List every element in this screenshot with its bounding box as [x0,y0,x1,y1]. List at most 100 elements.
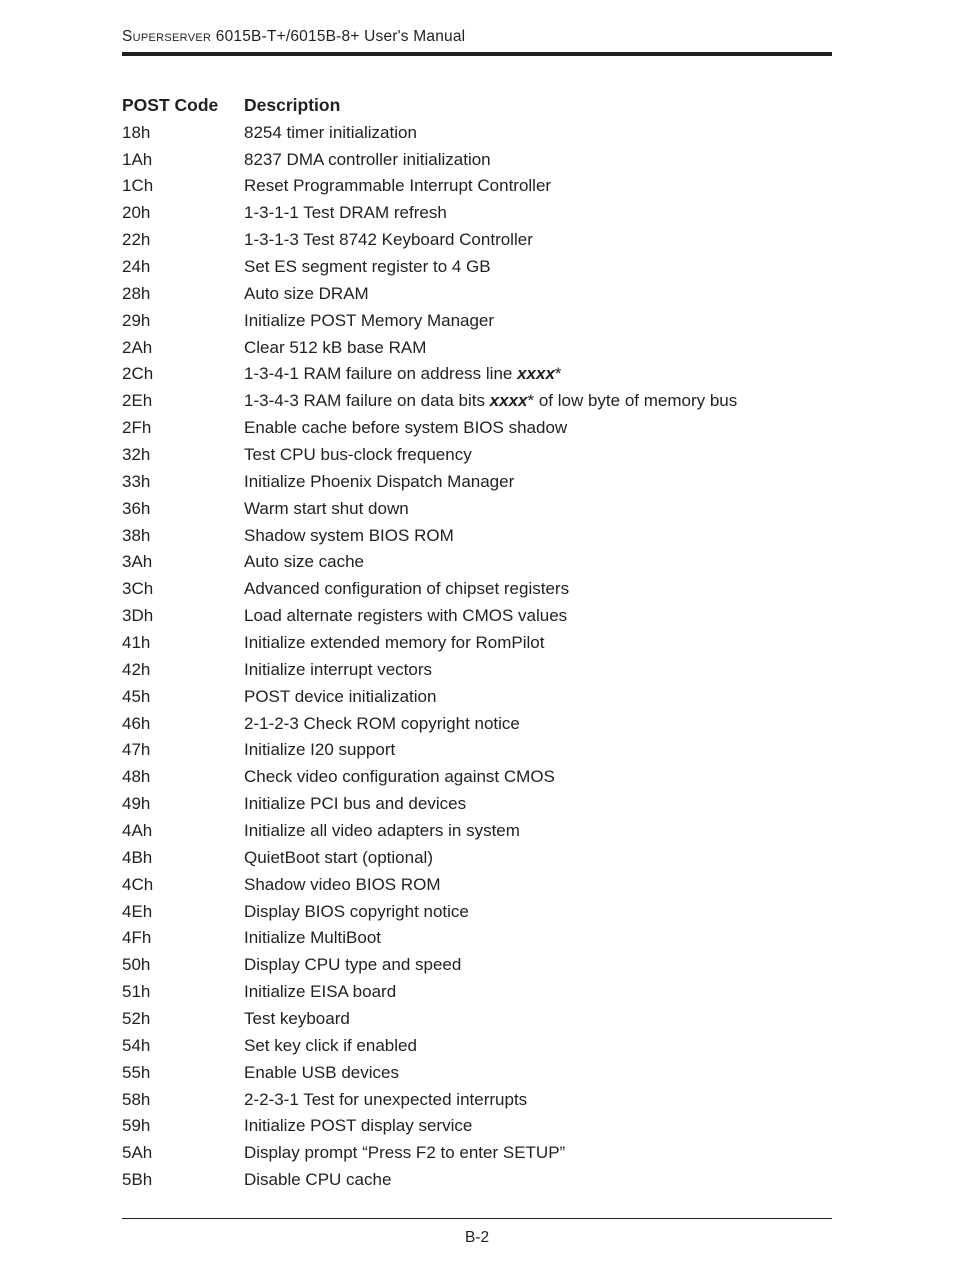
post-code-cell: 36h [122,496,244,523]
description-cell: Test keyboard [244,1006,832,1033]
bottom-rule [122,1218,832,1219]
post-code-cell: 18h [122,120,244,147]
post-code-cell: 2Eh [122,388,244,415]
top-rule [122,52,832,56]
post-code-cell: 41h [122,630,244,657]
table-row: 47hInitialize I20 support [122,737,832,764]
running-header: Superserver 6015B-T+/6015B-8+ User's Man… [122,28,832,46]
table-row: 48hCheck video configuration against CMO… [122,764,832,791]
post-code-cell: 32h [122,442,244,469]
table-row: 33hInitialize Phoenix Dispatch Manager [122,469,832,496]
post-code-cell: 20h [122,200,244,227]
table-row: 1Ah8237 DMA controller initialization [122,147,832,174]
post-code-cell: 54h [122,1033,244,1060]
post-code-cell: 4Fh [122,925,244,952]
post-code-cell: 4Ch [122,872,244,899]
post-code-cell: 4Bh [122,845,244,872]
col-header-postcode: POST Code [122,92,244,120]
description-cell: Set ES segment register to 4 GB [244,254,832,281]
description-cell: Shadow video BIOS ROM [244,872,832,899]
post-code-cell: 5Ah [122,1140,244,1167]
table-row: 29hInitialize POST Memory Manager [122,308,832,335]
post-code-cell: 3Ch [122,576,244,603]
post-code-cell: 5Bh [122,1167,244,1194]
description-cell: 8237 DMA controller initialization [244,147,832,174]
description-cell: Initialize POST Memory Manager [244,308,832,335]
table-row: 22h1-3-1-3 Test 8742 Keyboard Controller [122,227,832,254]
post-code-cell: 2Ch [122,361,244,388]
description-cell: Auto size cache [244,549,832,576]
table-row: 46h2-1-2-3 Check ROM copyright notice [122,711,832,738]
xxxx-placeholder: xxxx [517,364,555,383]
table-row: 54hSet key click if enabled [122,1033,832,1060]
table-row: 20h1-3-1-1 Test DRAM refresh [122,200,832,227]
table-row: 58h2-2-3-1 Test for unexpected interrupt… [122,1087,832,1114]
post-code-cell: 38h [122,523,244,550]
description-cell: 1-3-4-1 RAM failure on address line xxxx… [244,361,832,388]
post-code-cell: 2Fh [122,415,244,442]
post-code-cell: 45h [122,684,244,711]
description-cell: Display CPU type and speed [244,952,832,979]
col-header-description: Description [244,92,832,120]
post-code-cell: 51h [122,979,244,1006]
description-cell: Initialize extended memory for RomPilot [244,630,832,657]
description-part: * [555,364,562,383]
table-row: 3DhLoad alternate registers with CMOS va… [122,603,832,630]
description-cell: 8254 timer initialization [244,120,832,147]
table-row: 5BhDisable CPU cache [122,1167,832,1194]
description-cell: Clear 512 kB base RAM [244,335,832,362]
post-code-cell: 24h [122,254,244,281]
post-code-cell: 3Dh [122,603,244,630]
post-code-cell: 4Ah [122,818,244,845]
description-cell: 1-3-4-3 RAM failure on data bits xxxx* o… [244,388,832,415]
running-header-rest: 6015B-T+/6015B-8+ User's Manual [211,28,465,45]
description-cell: 2-2-3-1 Test for unexpected interrupts [244,1087,832,1114]
table-row: 5AhDisplay prompt “Press F2 to enter SET… [122,1140,832,1167]
description-cell: Initialize MultiBoot [244,925,832,952]
table-row: 32hTest CPU bus-clock frequency [122,442,832,469]
post-code-cell: 59h [122,1113,244,1140]
description-cell: Disable CPU cache [244,1167,832,1194]
post-code-cell: 3Ah [122,549,244,576]
table-row: 3ChAdvanced configuration of chipset reg… [122,576,832,603]
table-row: 3AhAuto size cache [122,549,832,576]
table-row: 4FhInitialize MultiBoot [122,925,832,952]
post-code-cell: 22h [122,227,244,254]
table-row: 50hDisplay CPU type and speed [122,952,832,979]
table-row: 41hInitialize extended memory for RomPil… [122,630,832,657]
table-row: 24hSet ES segment register to 4 GB [122,254,832,281]
table-row: 52hTest keyboard [122,1006,832,1033]
post-code-table: POST Code Description 18h8254 timer init… [122,92,832,1194]
table-row: 2Eh1-3-4-3 RAM failure on data bits xxxx… [122,388,832,415]
post-code-cell: 33h [122,469,244,496]
table-row: 18h8254 timer initialization [122,120,832,147]
running-header-smallcaps: Superserver [122,28,211,45]
description-cell: 1-3-1-3 Test 8742 Keyboard Controller [244,227,832,254]
table-row: 4EhDisplay BIOS copyright notice [122,899,832,926]
page-number: B-2 [122,1229,832,1247]
table-row: 51hInitialize EISA board [122,979,832,1006]
description-cell: QuietBoot start (optional) [244,845,832,872]
post-code-cell: 58h [122,1087,244,1114]
description-cell: 2-1-2-3 Check ROM copyright notice [244,711,832,738]
description-cell: Test CPU bus-clock frequency [244,442,832,469]
post-code-cell: 4Eh [122,899,244,926]
table-row: 49hInitialize PCI bus and devices [122,791,832,818]
table-row: 45hPOST device initialization [122,684,832,711]
description-cell: Enable USB devices [244,1060,832,1087]
description-cell: Check video configuration against CMOS [244,764,832,791]
post-code-cell: 42h [122,657,244,684]
table-row: 38hShadow system BIOS ROM [122,523,832,550]
description-cell: Set key click if enabled [244,1033,832,1060]
description-cell: Auto size DRAM [244,281,832,308]
post-code-cell: 1Ah [122,147,244,174]
description-cell: Initialize Phoenix Dispatch Manager [244,469,832,496]
description-cell: Initialize I20 support [244,737,832,764]
table-row: 2AhClear 512 kB base RAM [122,335,832,362]
post-code-cell: 1Ch [122,173,244,200]
post-code-cell: 2Ah [122,335,244,362]
description-cell: POST device initialization [244,684,832,711]
description-cell: Display prompt “Press F2 to enter SETUP” [244,1140,832,1167]
post-code-cell: 52h [122,1006,244,1033]
xxxx-placeholder: xxxx [490,391,528,410]
